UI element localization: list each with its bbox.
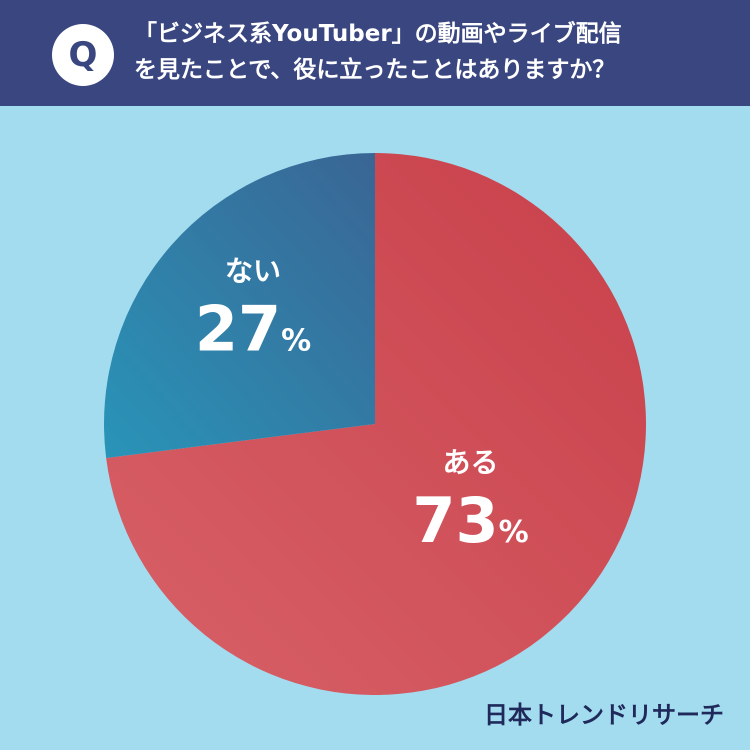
question-line-1: 「ビジネス系YouTuber」の動画やライブ配信 — [134, 21, 622, 47]
question-line-2: を見たことで、役に立ったことはありますか？ — [134, 57, 616, 83]
slice-aru — [106, 153, 647, 695]
brand-logo: 日本トレンドリサーチ — [484, 701, 724, 729]
q-badge-icon: Q — [52, 24, 114, 86]
slice-nai — [103, 153, 375, 458]
slice-value: 27% — [195, 292, 311, 365]
slice-label: ない — [225, 254, 281, 287]
slice-label: ある — [443, 446, 499, 479]
question-header: Q 「ビジネス系YouTuber」の動画やライブ配信 を見たことで、役に立ったこ… — [0, 0, 750, 106]
slice-value: 73% — [412, 484, 528, 557]
question-text: 「ビジネス系YouTuber」の動画やライブ配信 を見たことで、役に立ったことは… — [134, 16, 734, 88]
